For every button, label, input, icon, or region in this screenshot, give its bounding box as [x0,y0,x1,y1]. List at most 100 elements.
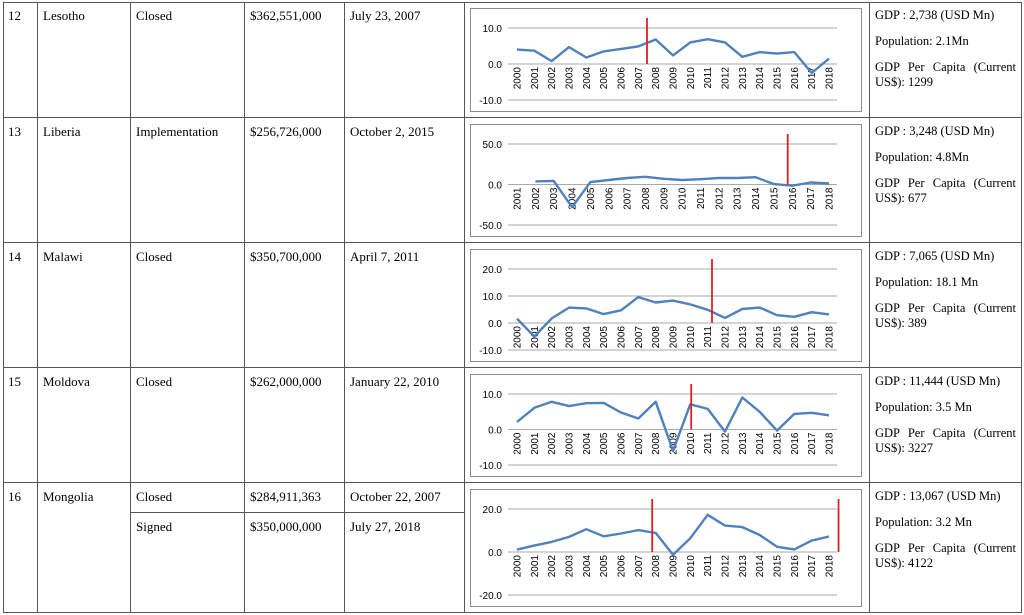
info-line: Population: 4.8Mn [875,150,969,164]
amount-text: $362,551,000 [250,8,322,23]
y-tick-label: 0.0 [488,548,502,559]
x-tick-label: 2014 [755,326,766,349]
row-number: 16 [3,483,38,613]
country-name: Mongolia [43,489,94,504]
chart-cell: 20.0 0.0 -20.0 2000 2001 2002 2003 2004 2005 2006… [465,483,870,613]
country: Liberia [38,118,131,243]
info-line: GDP Per Capita (Current US$): 389 [875,301,1016,330]
row-number-text: 15 [8,374,21,389]
x-tick-label: 2007 [623,187,634,210]
x-tick-label: 2006 [617,326,628,349]
line-chart: 20.0 0.0 -20.0 2000 2001 2002 2003 2004 2005 2006… [470,489,862,607]
info-line: GDP : 2,738 (USD Mn) [875,8,995,22]
x-tick-label: 2004 [582,67,593,90]
info: GDP : 13,067 (USD Mn) Population: 3.2 Mn G… [870,483,1022,613]
y-tick-label: 20.0 [483,265,503,276]
info-line: Population: 18.1 Mn [875,275,979,289]
x-tick-label: 2012 [721,555,732,578]
info-line: Population: 3.2 Mn [875,515,972,529]
x-tick-label: 2016 [790,67,801,90]
x-tick-label: 2012 [721,432,732,455]
x-tick-label: 2015 [773,67,784,90]
y-tick-label: -20.0 [479,591,502,602]
amount: $256,726,000 [245,118,345,243]
amount-text: $350,700,000 [250,249,322,264]
x-tick-label: 2018 [825,67,836,90]
amount: $262,000,000 [245,368,345,483]
chart-frame [470,249,862,362]
series-line [516,396,830,452]
x-tick-label: 2000 [513,555,524,578]
date: July 27, 2018 [345,513,465,613]
y-tick-label: 20.0 [483,505,503,516]
info: GDP : 2,738 (USD Mn) Population: 2.1Mn GDP… [870,2,1022,118]
x-tick-label: 2015 [773,326,784,349]
x-tick-label: 2001 [513,187,524,210]
info-line: GDP : 11,444 (USD Mn) [875,374,1001,388]
x-tick-label: 2005 [599,326,610,349]
y-tick-label: 10.0 [483,390,503,401]
country-name: Moldova [43,374,90,389]
status: Closed [131,483,245,513]
line-chart: 10.0 0.0 -10.0 2000 2001 2002 2003 2004 2005 2006… [470,8,862,112]
status: Closed [131,368,245,483]
x-tick-label: 2015 [773,432,784,455]
amount-text: $284,911,363 [250,489,322,504]
x-tick-label: 2013 [733,187,744,210]
amount: $350,700,000 [245,243,345,368]
x-tick-label: 2009 [669,67,680,90]
row-number-text: 14 [8,249,21,264]
row-number-text: 13 [8,124,21,139]
x-tick-label: 2006 [617,67,628,90]
y-tick-label: 0.0 [488,60,502,71]
x-tick-label: 2006 [617,555,628,578]
status-text: Implementation [136,124,219,139]
x-tick-label: 2005 [599,555,610,578]
x-tick-label: 2004 [582,555,593,578]
date: April 7, 2011 [345,243,465,368]
date-text: October 2, 2015 [350,124,435,139]
row-number-text: 16 [8,489,21,504]
x-tick-label: 2013 [738,326,749,349]
x-tick-label: 2007 [634,432,645,455]
x-tick-label: 2017 [806,187,817,210]
y-tick-label: -50.0 [479,221,502,232]
date: October 22, 2007 [345,483,465,513]
line-chart: 50.0 0.0 -50.0 2001 2002 2003 2004 2005 2006 2007… [470,124,862,237]
x-tick-label: 2006 [604,187,615,210]
x-tick-label: 2000 [513,67,524,90]
info: GDP : 11,444 (USD Mn) Population: 3.5 Mn G… [870,368,1022,483]
date-text: January 22, 2010 [350,374,440,389]
row-number: 12 [3,2,38,118]
series-line [516,38,830,75]
x-tick-label: 2009 [669,555,680,578]
x-tick-label: 2011 [696,187,707,209]
y-tick-label: -10.0 [479,461,502,472]
y-tick-label: 0.0 [488,181,502,192]
x-tick-label: 2016 [790,326,801,349]
x-tick-label: 2002 [547,326,558,349]
chart-frame [470,124,862,237]
y-tick-label: -10.0 [479,346,502,357]
info-line: GDP Per Capita (Current US$): 3227 [875,426,1016,455]
x-tick-label: 2006 [617,432,628,455]
x-tick-label: 2015 [773,555,784,578]
x-tick-label: 2003 [565,432,576,455]
x-tick-label: 2017 [807,67,818,90]
x-tick-label: 2010 [686,67,697,90]
info-line: GDP Per Capita (Current US$): 4122 [875,541,1016,570]
x-tick-label: 2011 [703,432,714,454]
info: GDP : 3,248 (USD Mn) Population: 4.8Mn GDP… [870,118,1022,243]
x-tick-label: 2003 [565,67,576,90]
chart-cell: 50.0 0.0 -50.0 2001 2002 2003 2004 2005 2006 2007… [465,118,870,243]
x-tick-label: 2002 [547,432,558,455]
x-tick-label: 2013 [738,555,749,578]
y-tick-label: 10.0 [483,24,503,35]
x-tick-label: 2018 [825,432,836,455]
amount: $284,911,363 [245,483,345,513]
x-tick-label: 2018 [825,326,836,349]
x-tick-label: 2009 [659,187,670,210]
date: January 22, 2010 [345,368,465,483]
row-number-text: 12 [8,8,21,23]
